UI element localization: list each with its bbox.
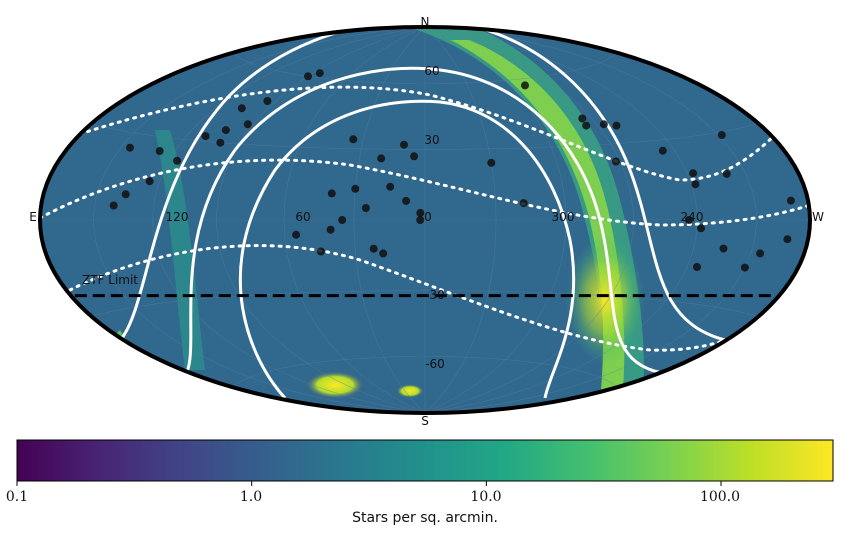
target-point (786, 196, 795, 205)
target-point (722, 169, 731, 178)
target-points (109, 69, 795, 272)
lmc-cloud (305, 371, 365, 399)
galactic-plane-glow (380, 27, 644, 413)
colorbar-title: Stars per sq. arcmin. (352, 510, 498, 526)
target-point (145, 177, 154, 186)
target-point (658, 146, 667, 155)
south-label: S (421, 414, 429, 428)
grid-parallel (93, 290, 759, 317)
solid-curve (120, 17, 726, 342)
target-point (155, 147, 164, 155)
ra-tick-label: 60 (295, 210, 310, 224)
colorbar-tick-label: 0.1 (6, 489, 28, 505)
ra-tick-label: 0 (424, 210, 432, 224)
target-point (697, 224, 705, 233)
grid-meridian (424, 27, 698, 413)
target-point (685, 216, 693, 224)
colorbar-tick-label: 10.0 (470, 489, 501, 505)
target-point (377, 154, 386, 163)
target-point (400, 140, 408, 149)
grid-meridian (424, 27, 497, 413)
target-point (416, 216, 425, 224)
target-point (717, 131, 726, 139)
dec-tick-label: -30 (425, 288, 445, 302)
target-point (756, 249, 765, 258)
grid-meridian (424, 27, 634, 413)
dec-tick-label: -60 (425, 357, 445, 371)
colorbar (16, 439, 834, 482)
dec-tick-label: 30 (424, 133, 439, 147)
target-point (487, 158, 496, 167)
east-label: E (29, 210, 37, 224)
target-point (315, 69, 324, 78)
galactic-bulge (565, 235, 645, 365)
sky-map-border (38, 25, 812, 415)
target-point (402, 196, 411, 205)
target-point (126, 143, 134, 152)
dotted-curve (78, 85, 782, 182)
west-label: W (812, 210, 824, 224)
ztf-limit-label: ZTF Limit (82, 273, 138, 287)
target-point (386, 182, 395, 191)
target-point (349, 135, 358, 144)
target-point (719, 244, 728, 253)
ra-tick-label: 300 (552, 210, 575, 224)
target-point (243, 120, 252, 129)
target-point (410, 152, 419, 161)
solid-curve (185, 66, 663, 375)
target-point (599, 120, 608, 129)
grid-meridian (93, 27, 426, 413)
colorbar-tick-label: 100.0 (700, 489, 740, 505)
target-point (379, 249, 388, 258)
galactic-anticenter-band (155, 130, 205, 370)
target-point (691, 180, 700, 189)
target-point (361, 204, 370, 212)
target-point (316, 247, 325, 256)
colorbar-tick-label: 1.0 (240, 489, 262, 505)
target-point (369, 244, 378, 253)
target-point (304, 72, 312, 81)
target-point (740, 263, 749, 272)
grid-meridian (283, 27, 426, 413)
target-point (221, 126, 230, 135)
target-point (689, 169, 698, 178)
north-label: N (421, 15, 430, 29)
ra-tick-label: 240 (681, 210, 704, 224)
dotted-curve (40, 158, 810, 227)
grid-meridian (152, 27, 426, 413)
grid-parallel (93, 123, 759, 150)
target-point (519, 199, 528, 208)
target-point (416, 208, 425, 217)
target-point (783, 235, 792, 244)
solid-exclusion-curves (120, 17, 726, 400)
target-point (338, 216, 347, 224)
target-point (521, 81, 529, 90)
target-point (263, 97, 272, 105)
solid-curve (238, 99, 576, 400)
target-point (292, 230, 301, 239)
ra-tick-label: 120 (166, 210, 189, 224)
target-point (237, 104, 246, 113)
grid-meridian (353, 27, 426, 413)
target-point (326, 225, 335, 234)
target-point (693, 263, 701, 271)
target-point (201, 132, 210, 141)
target-point (109, 201, 118, 210)
target-point (327, 189, 336, 198)
dec-tick-label: 60 (424, 64, 439, 78)
target-point (612, 121, 621, 130)
target-point (216, 138, 225, 147)
target-point (351, 184, 360, 193)
colorbar-ticks (16, 481, 722, 486)
target-point (578, 114, 587, 123)
grid-meridian (424, 27, 757, 413)
target-point (121, 190, 130, 199)
target-point (173, 156, 182, 165)
target-point (582, 121, 591, 130)
target-point (612, 157, 620, 166)
smc-cloud (396, 384, 424, 398)
